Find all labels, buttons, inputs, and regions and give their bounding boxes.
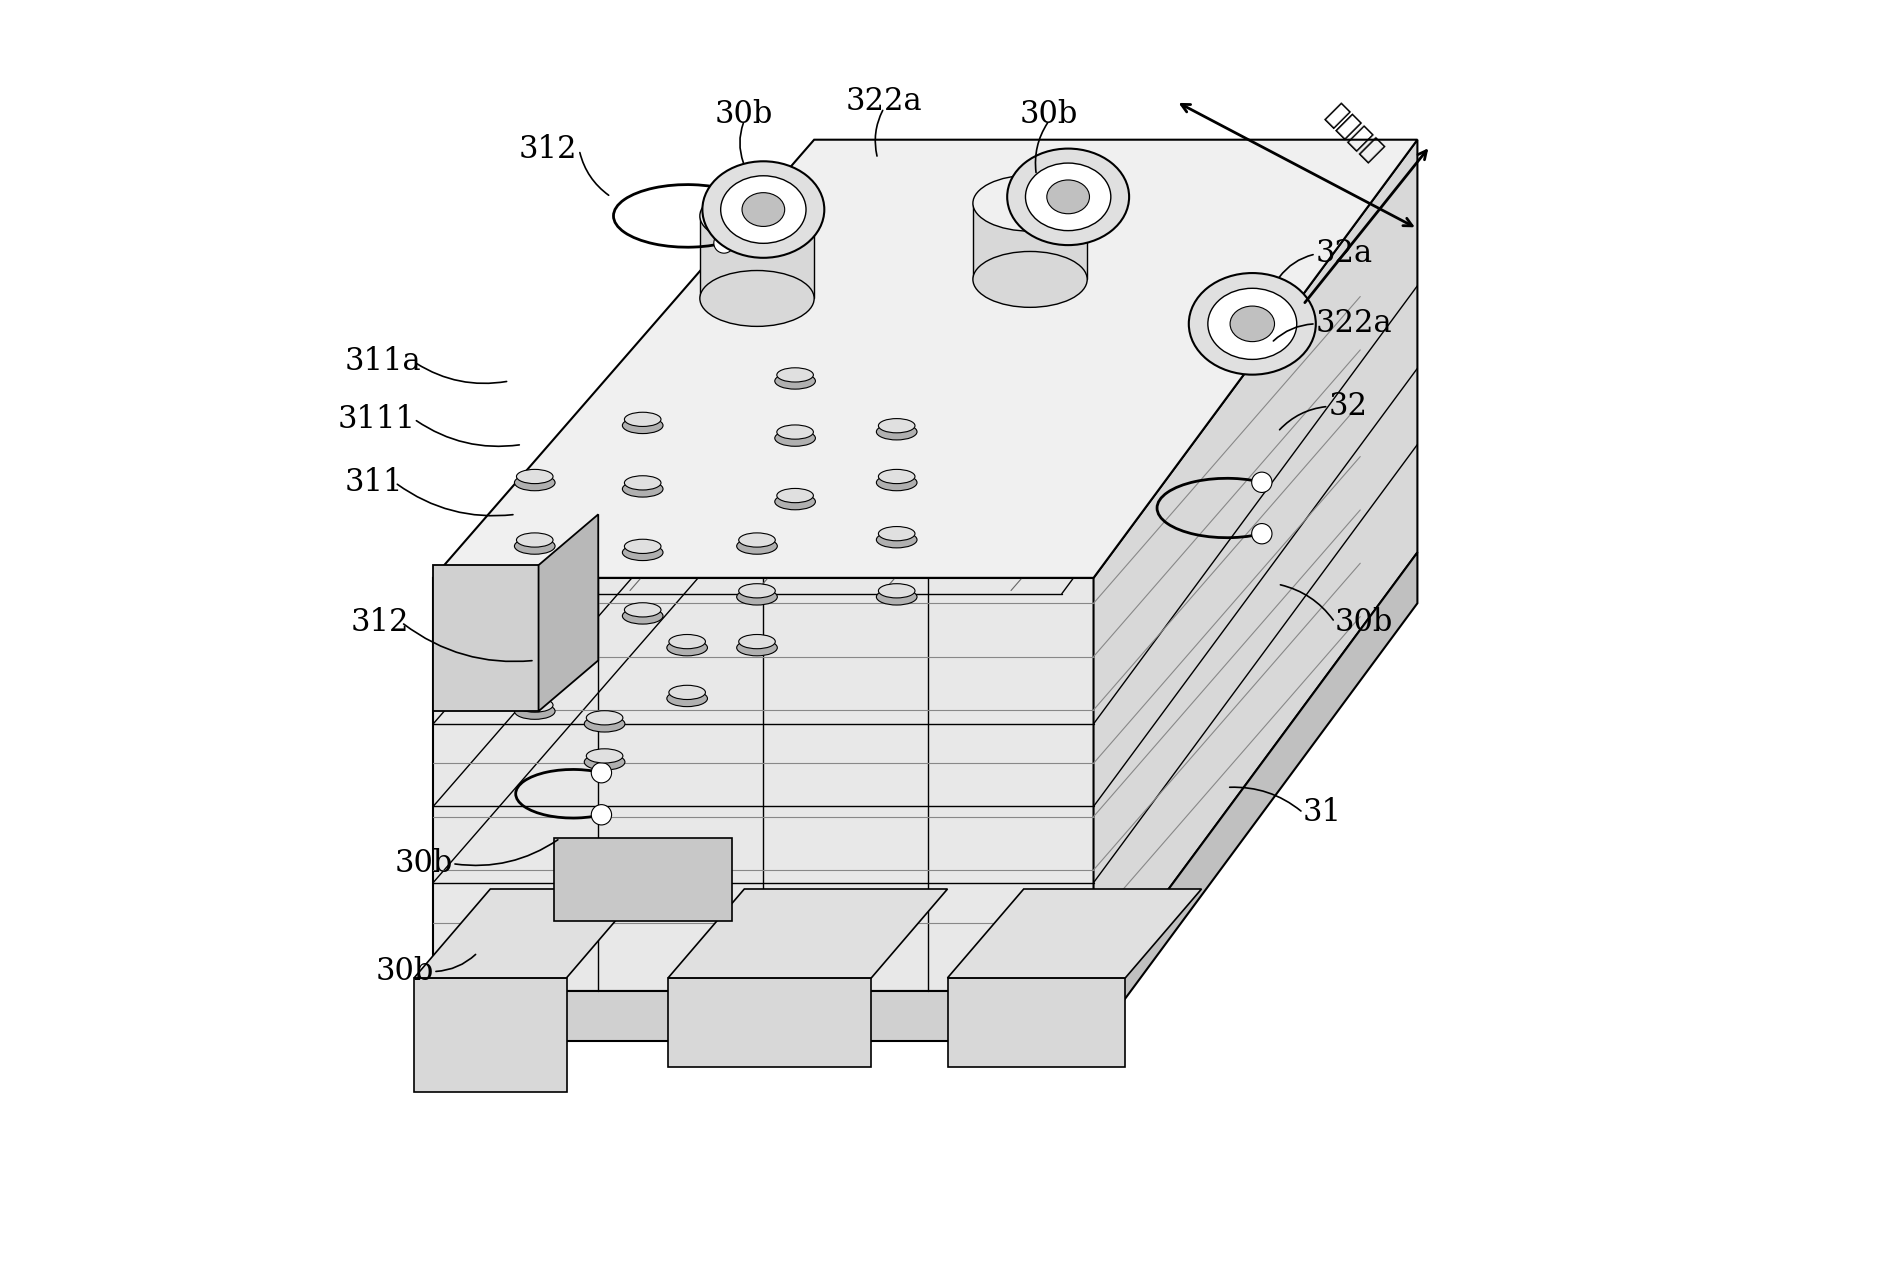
Ellipse shape bbox=[622, 545, 663, 560]
Ellipse shape bbox=[777, 425, 813, 439]
Ellipse shape bbox=[1025, 163, 1110, 231]
Text: 30b: 30b bbox=[1334, 607, 1393, 638]
Ellipse shape bbox=[777, 368, 813, 382]
Circle shape bbox=[591, 762, 612, 782]
Ellipse shape bbox=[584, 716, 625, 732]
Ellipse shape bbox=[743, 193, 785, 226]
Ellipse shape bbox=[720, 175, 805, 244]
Ellipse shape bbox=[1046, 180, 1090, 213]
Ellipse shape bbox=[1230, 306, 1275, 342]
Text: 311a: 311a bbox=[345, 347, 421, 377]
Polygon shape bbox=[1093, 552, 1417, 1041]
Ellipse shape bbox=[514, 704, 555, 719]
Circle shape bbox=[591, 805, 612, 826]
Text: 30b: 30b bbox=[1020, 99, 1078, 130]
Ellipse shape bbox=[622, 608, 663, 624]
Ellipse shape bbox=[777, 489, 813, 503]
Ellipse shape bbox=[699, 271, 815, 326]
Ellipse shape bbox=[1207, 288, 1296, 359]
Ellipse shape bbox=[737, 538, 777, 554]
Ellipse shape bbox=[625, 603, 661, 617]
Polygon shape bbox=[434, 140, 1417, 578]
Text: 322a: 322a bbox=[845, 86, 923, 117]
Polygon shape bbox=[415, 978, 567, 1092]
Ellipse shape bbox=[586, 711, 623, 725]
Ellipse shape bbox=[737, 589, 777, 605]
Ellipse shape bbox=[875, 424, 917, 439]
Ellipse shape bbox=[737, 640, 777, 655]
Polygon shape bbox=[434, 578, 1093, 991]
Text: 30b: 30b bbox=[375, 956, 434, 987]
Ellipse shape bbox=[875, 589, 917, 605]
Text: 31: 31 bbox=[1304, 798, 1342, 828]
Text: 32a: 32a bbox=[1315, 239, 1372, 269]
Ellipse shape bbox=[739, 533, 775, 547]
Polygon shape bbox=[669, 889, 948, 978]
Polygon shape bbox=[972, 203, 1088, 279]
Polygon shape bbox=[1093, 140, 1417, 991]
Ellipse shape bbox=[703, 161, 824, 258]
Ellipse shape bbox=[586, 749, 623, 763]
Text: 宽度方向: 宽度方向 bbox=[1321, 100, 1387, 166]
Text: 322a: 322a bbox=[1315, 309, 1393, 339]
Ellipse shape bbox=[739, 635, 775, 649]
Polygon shape bbox=[553, 838, 731, 921]
Polygon shape bbox=[434, 565, 538, 711]
Polygon shape bbox=[699, 216, 815, 298]
Ellipse shape bbox=[514, 475, 555, 490]
Circle shape bbox=[1253, 523, 1272, 544]
Text: 30b: 30b bbox=[714, 99, 773, 130]
Polygon shape bbox=[948, 978, 1126, 1067]
Ellipse shape bbox=[667, 691, 707, 706]
Polygon shape bbox=[434, 991, 1093, 1041]
Ellipse shape bbox=[514, 538, 555, 554]
Text: 30b: 30b bbox=[394, 848, 453, 879]
Ellipse shape bbox=[775, 494, 815, 509]
Ellipse shape bbox=[584, 754, 625, 770]
Ellipse shape bbox=[972, 175, 1088, 231]
Ellipse shape bbox=[625, 540, 661, 554]
Polygon shape bbox=[538, 514, 599, 711]
Ellipse shape bbox=[879, 584, 915, 598]
Ellipse shape bbox=[517, 470, 553, 484]
Polygon shape bbox=[415, 889, 642, 978]
Text: 32: 32 bbox=[1328, 391, 1368, 422]
Circle shape bbox=[714, 179, 733, 199]
Ellipse shape bbox=[514, 596, 555, 611]
Polygon shape bbox=[948, 889, 1201, 978]
Ellipse shape bbox=[625, 413, 661, 427]
Ellipse shape bbox=[517, 533, 553, 547]
Text: 312: 312 bbox=[351, 607, 409, 638]
Ellipse shape bbox=[875, 475, 917, 490]
Ellipse shape bbox=[972, 251, 1088, 307]
Ellipse shape bbox=[739, 584, 775, 598]
Polygon shape bbox=[669, 978, 872, 1067]
Ellipse shape bbox=[517, 698, 553, 712]
Ellipse shape bbox=[879, 527, 915, 541]
Ellipse shape bbox=[514, 653, 555, 668]
Ellipse shape bbox=[1006, 149, 1129, 245]
Ellipse shape bbox=[517, 591, 553, 605]
Text: 312: 312 bbox=[517, 135, 576, 165]
Ellipse shape bbox=[622, 418, 663, 433]
Ellipse shape bbox=[879, 470, 915, 484]
Ellipse shape bbox=[875, 532, 917, 547]
Ellipse shape bbox=[669, 635, 705, 649]
Ellipse shape bbox=[667, 640, 707, 655]
Circle shape bbox=[714, 232, 733, 253]
Ellipse shape bbox=[699, 188, 815, 244]
Ellipse shape bbox=[622, 481, 663, 497]
Text: 311: 311 bbox=[345, 467, 404, 498]
Text: 3111: 3111 bbox=[337, 404, 415, 434]
Ellipse shape bbox=[775, 431, 815, 446]
Ellipse shape bbox=[517, 648, 553, 662]
Circle shape bbox=[1253, 472, 1272, 493]
Ellipse shape bbox=[625, 476, 661, 490]
Ellipse shape bbox=[669, 686, 705, 700]
Ellipse shape bbox=[1188, 273, 1315, 375]
Ellipse shape bbox=[879, 419, 915, 433]
Ellipse shape bbox=[775, 373, 815, 389]
